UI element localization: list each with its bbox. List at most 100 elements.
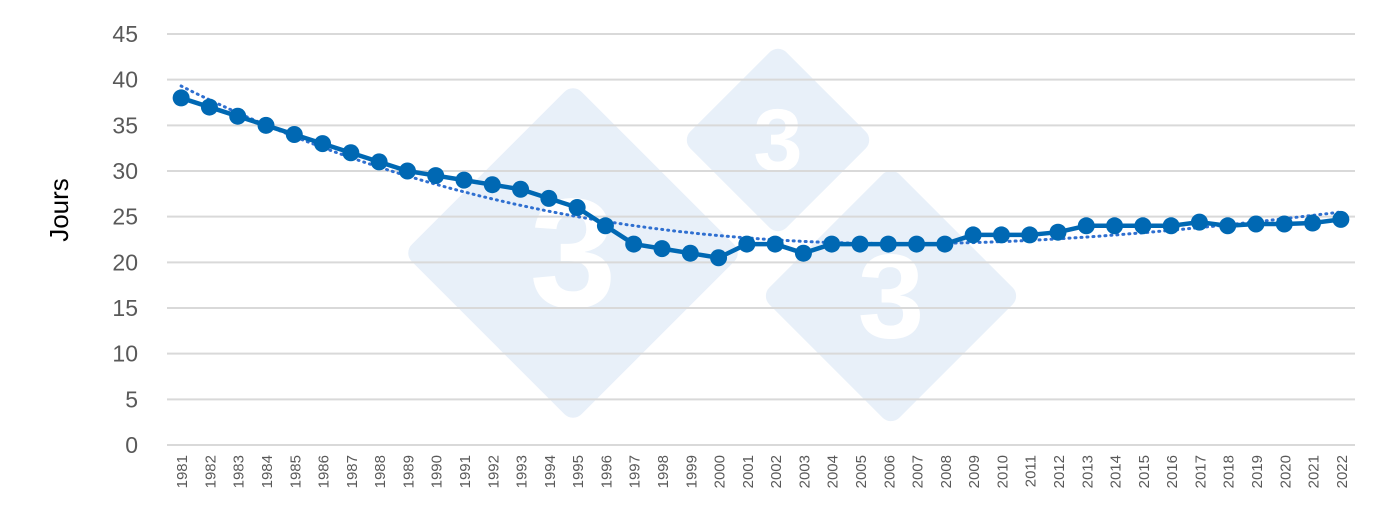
x-tick-label: 1998 [655, 455, 672, 488]
data-point-2017 [1190, 213, 1208, 231]
x-tick-label: 2016 [1164, 455, 1181, 488]
x-tick-label: 1984 [259, 455, 276, 488]
data-point-1982 [200, 98, 218, 116]
x-tick-label: 1986 [316, 455, 333, 488]
data-point-2022 [1332, 210, 1350, 228]
x-tick-label: 2000 [712, 455, 729, 488]
x-axis-ticks: 1981 1982 1983 1984 1985 1986 1987 1988 1989 1990… [174, 455, 1351, 488]
x-tick-label: 2005 [853, 455, 870, 488]
x-tick-label: 1992 [485, 455, 502, 488]
data-point-2006 [879, 235, 897, 253]
y-tick-label: 40 [112, 67, 138, 93]
data-point-1994 [540, 189, 558, 207]
x-tick-label: 1982 [202, 455, 219, 488]
x-tick-label: 2009 [966, 455, 983, 488]
x-tick-label: 1987 [344, 455, 361, 488]
data-point-2011 [1021, 226, 1039, 244]
x-tick-label: 2004 [825, 455, 842, 488]
x-tick-label: 2021 [1306, 455, 1323, 488]
x-tick-label: 1988 [372, 455, 389, 488]
x-tick-label: 2008 [938, 455, 955, 488]
data-point-2018 [1219, 217, 1237, 235]
data-point-1984 [257, 116, 275, 134]
x-tick-label: 2011 [1023, 455, 1040, 487]
x-tick-label: 1990 [429, 455, 446, 488]
data-point-1993 [512, 180, 530, 198]
x-tick-label: 2007 [910, 455, 927, 488]
x-tick-label: 2019 [1249, 455, 1266, 488]
data-point-1990 [427, 167, 445, 185]
data-point-1991 [455, 171, 473, 189]
data-point-1998 [653, 240, 671, 258]
data-point-2002 [766, 235, 784, 253]
data-point-2013 [1077, 217, 1095, 235]
watermark-diamond [765, 170, 1017, 422]
y-tick-label: 15 [112, 295, 138, 321]
data-point-2004 [823, 235, 841, 253]
x-tick-label: 2015 [1136, 455, 1153, 488]
x-tick-label: 2002 [768, 455, 785, 488]
data-point-1996 [596, 217, 614, 235]
watermark-digit: 3 [858, 230, 925, 363]
data-point-2014 [1106, 217, 1124, 235]
data-point-2020 [1275, 215, 1293, 233]
series-line [172, 89, 1350, 267]
y-tick-label: 20 [112, 249, 138, 275]
data-point-2005 [851, 235, 869, 253]
data-point-1997 [625, 235, 643, 253]
x-tick-label: 2003 [796, 455, 813, 488]
x-tick-label: 1985 [287, 455, 304, 488]
x-tick-label: 2018 [1221, 455, 1238, 488]
data-point-2012 [1049, 223, 1067, 241]
x-tick-label: 1999 [683, 455, 700, 488]
data-point-1983 [229, 107, 247, 125]
y-tick-label: 25 [112, 204, 138, 230]
x-tick-label: 1996 [598, 455, 615, 488]
y-tick-label: 0 [125, 432, 138, 458]
x-tick-label: 2020 [1277, 455, 1294, 488]
data-point-2016 [1162, 217, 1180, 235]
data-point-2003 [794, 244, 812, 262]
watermark-logo: 333 [408, 48, 1017, 422]
x-tick-label: 2006 [881, 455, 898, 488]
x-tick-label: 2022 [1334, 455, 1351, 488]
x-tick-label: 1983 [231, 455, 248, 488]
y-tick-label: 45 [112, 21, 138, 47]
x-tick-label: 1995 [570, 455, 587, 488]
watermark-digit: 3 [753, 91, 802, 190]
y-tick-label: 35 [112, 112, 138, 138]
data-point-2009 [964, 226, 982, 244]
x-tick-label: 2010 [994, 455, 1011, 488]
data-point-2000 [710, 249, 728, 267]
data-point-1988 [370, 153, 388, 171]
data-point-1987 [342, 144, 360, 162]
x-tick-label: 1989 [400, 455, 417, 488]
data-point-2010 [992, 226, 1010, 244]
y-tick-label: 10 [112, 341, 138, 367]
data-point-1989 [398, 162, 416, 180]
data-point-2001 [738, 235, 756, 253]
x-tick-label: 1997 [627, 455, 644, 488]
data-point-2019 [1247, 215, 1265, 233]
y-axis-label: Jours [44, 178, 74, 242]
x-tick-label: 2001 [740, 455, 757, 488]
x-tick-label: 2013 [1079, 455, 1096, 488]
x-tick-label: 2014 [1108, 455, 1125, 488]
watermark-diamond [686, 48, 870, 232]
gridlines [167, 33, 1355, 446]
x-tick-label: 1994 [542, 455, 559, 488]
x-tick-label: 2017 [1192, 455, 1209, 488]
data-point-1985 [285, 125, 303, 143]
data-point-1999 [681, 244, 699, 262]
data-point-2015 [1134, 217, 1152, 235]
data-point-1986 [314, 135, 332, 153]
data-point-2008 [936, 235, 954, 253]
data-point-1995 [568, 199, 586, 217]
data-point-2021 [1304, 214, 1322, 232]
data-point-1992 [483, 176, 501, 194]
x-tick-label: 2012 [1051, 455, 1068, 488]
x-tick-label: 1981 [174, 455, 191, 488]
data-point-1981 [172, 89, 190, 107]
y-axis-ticks: 0 5 10 15 20 25 30 35 40 45 [112, 21, 138, 458]
